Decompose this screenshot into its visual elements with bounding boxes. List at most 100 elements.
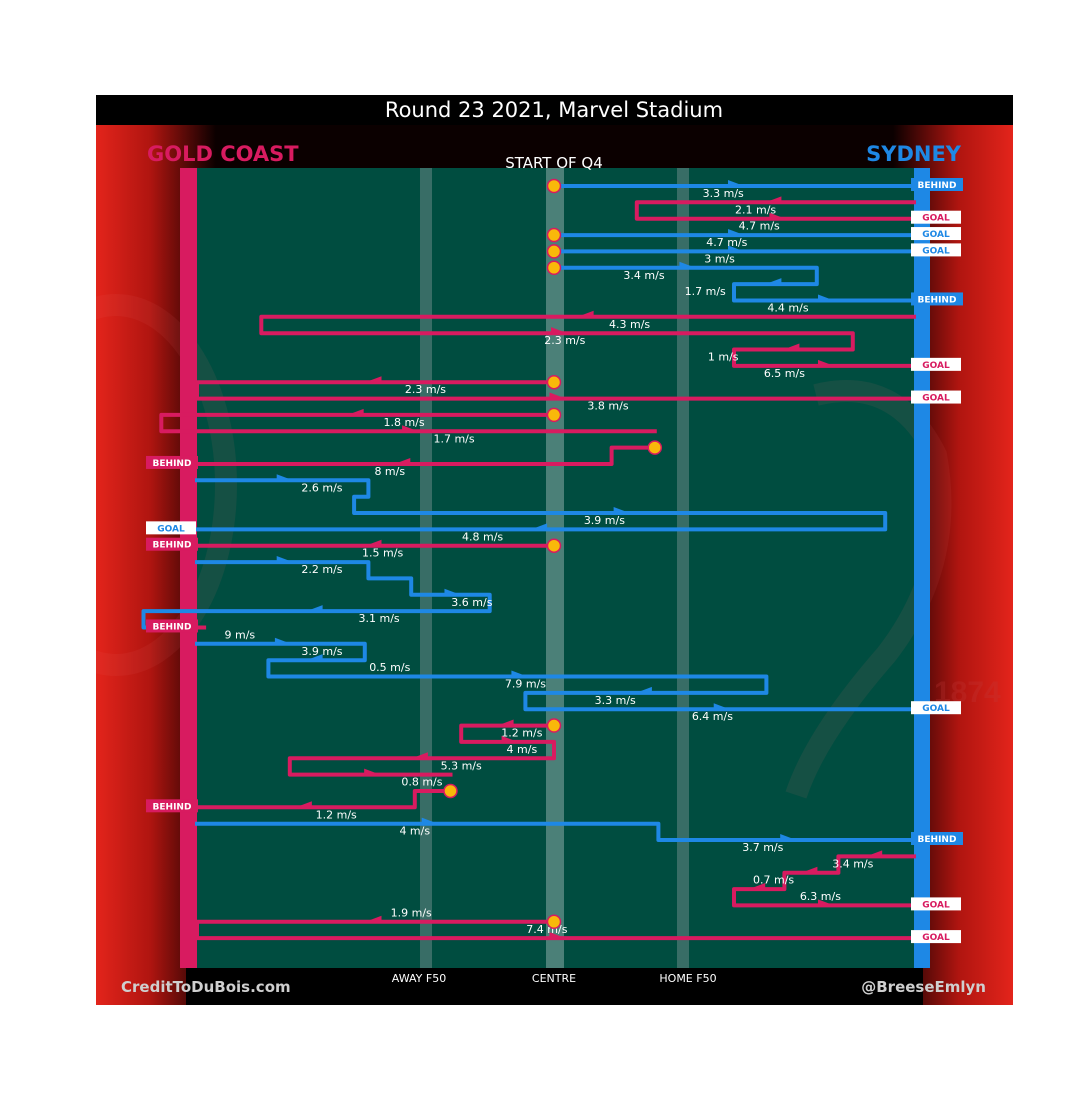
chain-arrow — [306, 605, 323, 613]
speed-label: 2.6 m/s — [301, 481, 342, 494]
chain-arrow — [549, 932, 566, 940]
speed-label: 2.3 m/s — [544, 334, 585, 347]
result-badge-label: BEHIND — [153, 622, 192, 632]
away-team-label: GOLD COAST — [147, 142, 299, 166]
home-f50-band — [677, 168, 689, 968]
result-badge-goal — [911, 210, 961, 224]
speed-label: 2.3 m/s — [405, 383, 446, 396]
chain-arrow — [613, 507, 630, 514]
result-badge-behind — [146, 799, 198, 813]
speed-label: 1.7 m/s — [433, 432, 474, 445]
result-badge-goal — [911, 357, 961, 371]
result-badge-goal — [146, 521, 196, 535]
background-watermark — [96, 294, 952, 799]
speed-label: 4 m/s — [399, 825, 430, 838]
result-badge-label: BEHIND — [918, 835, 957, 845]
speed-label: 3.9 m/s — [584, 514, 625, 527]
result-badge-label: GOAL — [922, 230, 950, 240]
chain-away-5 — [259, 314, 916, 368]
chain-arrow — [365, 915, 382, 923]
tick-home-f50: HOME F50 — [659, 972, 716, 985]
chain-arrow — [769, 212, 786, 220]
chain-arrow — [365, 539, 382, 547]
ball-marker — [546, 718, 562, 733]
speed-label: 0.5 m/s — [369, 661, 410, 674]
speed-label: 7.4 m/s — [526, 923, 567, 936]
ball-marker — [546, 538, 562, 553]
chain-arrow — [780, 834, 797, 841]
result-badge-label: BEHIND — [918, 181, 957, 191]
speed-label: 3.8 m/s — [587, 400, 628, 413]
chain-arrow — [501, 735, 518, 743]
speed-label: 4 m/s — [507, 743, 538, 756]
chain-arrow — [818, 899, 834, 907]
title-band — [96, 95, 1013, 125]
speed-label: 1 m/s — [708, 351, 739, 364]
speed-label: 3.3 m/s — [703, 187, 744, 200]
result-badges-layer: BEHIND GOAL GOAL GOAL BEHIND GOAL GOAL BEHIND GO… — [146, 178, 963, 944]
chain-arrow — [549, 392, 566, 400]
speed-label: 8 m/s — [374, 465, 405, 478]
chain-arrow — [274, 637, 291, 645]
speed-label: 1.2 m/s — [501, 727, 542, 740]
chain-arrow — [276, 474, 293, 482]
speed-label: 3.1 m/s — [358, 612, 399, 625]
chain-arrow — [394, 457, 411, 465]
speed-label: 1.7 m/s — [685, 285, 726, 298]
speed-label: 0.7 m/s — [753, 874, 794, 887]
chain-arrow — [728, 245, 744, 253]
result-badge-label: GOAL — [922, 704, 950, 714]
speed-label: 4.4 m/s — [767, 301, 808, 314]
chain-home-9 — [195, 478, 888, 532]
result-badge-goal — [911, 930, 961, 944]
chain-arrow — [306, 654, 323, 662]
chain-arrow — [276, 556, 293, 564]
result-badge-goal — [911, 897, 961, 911]
ball-marker — [647, 440, 663, 455]
chain-arrow — [713, 703, 730, 711]
ball-marker — [546, 178, 562, 194]
result-badge-label: GOAL — [157, 524, 185, 534]
result-badge-label: BEHIND — [153, 541, 192, 551]
quarter-subtitle: START OF Q4 — [505, 154, 603, 172]
chain-arrow — [818, 359, 834, 367]
chain-arrow — [728, 180, 744, 187]
away-end-post — [180, 168, 197, 968]
speed-label: 4.8 m/s — [462, 530, 503, 543]
possession-chain-chart: 1874 Round 23 2021, Marvel Stadium GOLD … — [96, 95, 1013, 1005]
credit-right: @BreeseEmlyn — [861, 978, 986, 996]
speed-label: 1.2 m/s — [316, 808, 357, 821]
chain-arrow — [551, 327, 568, 335]
speed-label: 3.4 m/s — [832, 857, 873, 870]
chain-arrow — [765, 196, 782, 204]
speed-label: 2.2 m/s — [301, 563, 342, 576]
chart-title: Round 23 2021, Marvel Stadium — [385, 98, 723, 122]
result-badge-goal — [911, 390, 961, 404]
chain-arrow — [765, 278, 782, 286]
chain-arrow — [866, 850, 883, 858]
chain-arrow — [511, 670, 528, 678]
result-badge-label: GOAL — [922, 214, 950, 224]
chain-arrow — [444, 588, 461, 596]
chain-arrow — [783, 343, 800, 351]
result-badge-label: GOAL — [922, 900, 950, 910]
ball-marker — [546, 260, 562, 275]
watermark-swan — [785, 380, 952, 799]
watermark-ring — [96, 294, 237, 676]
result-badge-label: GOAL — [922, 246, 950, 256]
speed-label: 3 m/s — [704, 252, 735, 265]
result-badge-label: GOAL — [922, 933, 950, 943]
chain-arrow — [421, 817, 438, 825]
chain-arrow — [749, 883, 766, 891]
speed-label: 4.7 m/s — [739, 220, 780, 233]
chain-arrow — [365, 376, 382, 384]
speed-label: 2.1 m/s — [735, 203, 776, 216]
chain-arrow — [364, 768, 381, 776]
home-team-label: SYDNEY — [866, 142, 962, 166]
chain-arrow — [531, 523, 548, 531]
tick-centre: CENTRE — [532, 972, 576, 985]
speed-label: 1.5 m/s — [362, 547, 403, 560]
result-badge-label: BEHIND — [918, 295, 957, 305]
speed-label: 6.3 m/s — [800, 890, 841, 903]
chain-away-14 — [287, 723, 556, 777]
